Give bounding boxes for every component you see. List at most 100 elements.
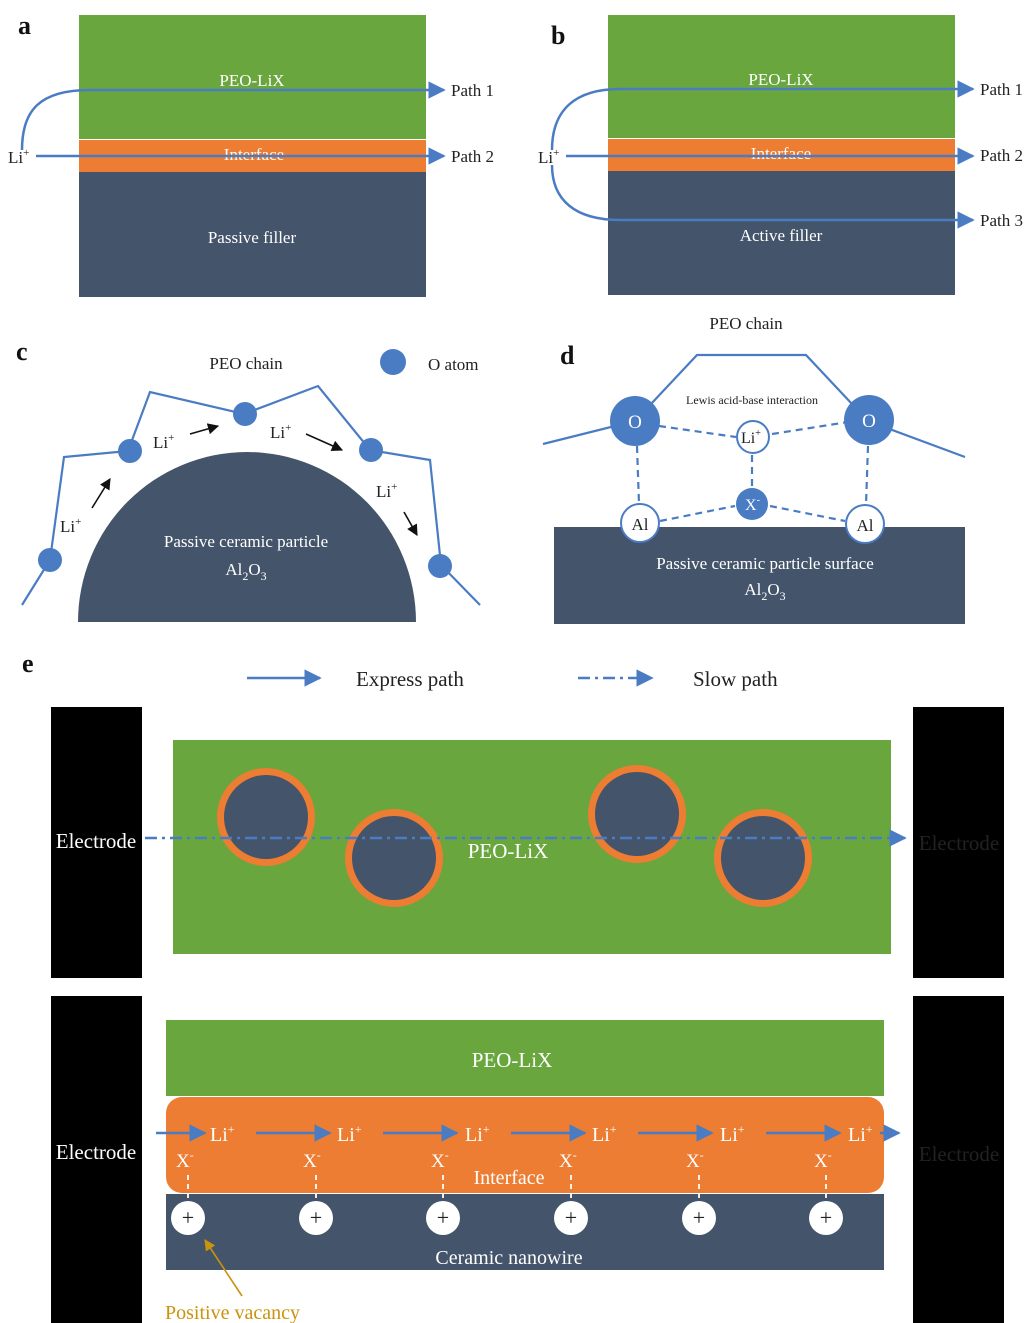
express-path-legend-label: Express path xyxy=(356,667,464,691)
panel-a-letter: a xyxy=(18,11,31,40)
path-1-label: Path 1 xyxy=(980,80,1023,99)
active-filler-block xyxy=(608,171,955,295)
path-3-arrow xyxy=(550,164,975,229)
positive-vacancy xyxy=(299,1201,333,1235)
panel-e-letter: e xyxy=(22,649,34,678)
peo-chain-label: PEO chain xyxy=(709,314,783,333)
peo-label: PEO-LiX xyxy=(468,839,549,863)
panel-e: e Express path Slow path PEO-LiX Electro… xyxy=(22,649,1004,1323)
positive-vacancy xyxy=(171,1201,205,1235)
hop-arrow xyxy=(91,478,111,509)
panel-b: b PEO-LiX Interface Active filler Li+ Pa… xyxy=(538,15,1023,295)
interaction-line xyxy=(659,504,736,523)
plus-sign: + xyxy=(182,1205,194,1230)
particle-formula: Al2O3 xyxy=(225,560,266,583)
interface-label: Interface xyxy=(224,145,284,164)
interaction-line xyxy=(658,424,737,439)
peo-label: PEO-LiX xyxy=(748,70,813,89)
electrode-left xyxy=(51,996,142,1323)
nanowire-label: Ceramic nanowire xyxy=(435,1247,582,1269)
electrode-label: Electrode xyxy=(919,1142,999,1166)
ceramic-particle xyxy=(224,775,308,859)
li-ion-label: Li+ xyxy=(720,1122,745,1146)
panel-d: d PEO chain O O Li+ X- Al Al Lewis acid-… xyxy=(542,314,966,624)
li-ion-label: Li+ xyxy=(210,1122,235,1146)
path-3-label: Path 3 xyxy=(980,211,1023,230)
li-ion-label: Li+ xyxy=(848,1122,873,1146)
lewis-interaction-label: Lewis acid-base interaction xyxy=(686,393,818,407)
al-atom xyxy=(620,503,660,543)
peo-layer xyxy=(79,15,426,139)
hop-arrow xyxy=(305,433,344,452)
vacancy-pointer xyxy=(204,1239,243,1297)
ceramic-surface xyxy=(554,527,965,624)
plus-sign: + xyxy=(693,1205,705,1230)
interaction-line xyxy=(864,445,870,506)
li-ion-label: Li+ xyxy=(465,1122,490,1146)
anion-label: X- xyxy=(686,1148,704,1172)
o-atom xyxy=(428,554,452,578)
surface-formula: Al2O3 xyxy=(744,580,785,603)
ceramic-particle xyxy=(352,816,436,900)
al-atom xyxy=(845,504,885,544)
panel-a: a PEO-LiX Interface Passive filler Li+ P… xyxy=(8,11,494,297)
ceramic-particle xyxy=(595,772,679,856)
peo-layer xyxy=(608,15,955,138)
o-atom xyxy=(233,402,257,426)
positive-vacancy xyxy=(554,1201,588,1235)
li-ion-label: Li+ xyxy=(60,516,81,536)
li-ion-label: Li+ xyxy=(8,147,29,167)
li-ion-label: Li+ xyxy=(270,422,291,442)
li-ion-label: Li+ xyxy=(376,481,397,501)
plus-sign: + xyxy=(310,1205,322,1230)
filler-label: Passive filler xyxy=(208,228,297,247)
interaction-line xyxy=(769,504,846,523)
anion-label: X- xyxy=(814,1148,832,1172)
anion-node xyxy=(736,488,768,520)
interaction-line xyxy=(635,445,641,505)
interface-label: Interface xyxy=(473,1167,544,1189)
peo-label: PEO-LiX xyxy=(219,71,284,90)
electrode-left xyxy=(51,707,142,978)
passive-ceramic-particle xyxy=(78,452,416,622)
filler-label: Active filler xyxy=(740,226,823,245)
path-2-label: Path 2 xyxy=(980,146,1023,165)
oxygen-atom xyxy=(844,395,894,445)
panel-c-letter: c xyxy=(16,337,28,366)
li-ion-label: Li+ xyxy=(337,1122,362,1146)
peo-layer xyxy=(166,1020,884,1096)
oxygen-label: O xyxy=(628,412,642,433)
particle-label: Passive ceramic particle xyxy=(164,532,328,551)
anion-label: X- xyxy=(176,1148,194,1172)
o-atom xyxy=(38,548,62,572)
plus-sign: + xyxy=(437,1205,449,1230)
li-ion-label: Li+ xyxy=(153,432,174,452)
path-1-arrow xyxy=(550,80,975,151)
ceramic-nanowire xyxy=(166,1194,884,1270)
panel-b-letter: b xyxy=(551,21,565,50)
peo-chain-label: PEO chain xyxy=(209,354,283,373)
oxygen-atom xyxy=(610,396,660,446)
li-ion-label: Li+ xyxy=(538,147,559,167)
anion-label: X- xyxy=(745,495,760,514)
oxygen-label: O xyxy=(862,411,876,432)
electrode-label: Electrode xyxy=(919,831,999,855)
electrode-right xyxy=(913,996,1004,1323)
anion-label: X- xyxy=(559,1148,577,1172)
anion-label: X- xyxy=(303,1148,321,1172)
path-1-arrow xyxy=(20,81,446,151)
al-label: Al xyxy=(632,515,649,534)
panel-d-letter: d xyxy=(560,341,575,370)
positive-vacancy xyxy=(809,1201,843,1235)
anion-label: X- xyxy=(431,1148,449,1172)
electrode-label: Electrode xyxy=(56,1140,136,1164)
plus-sign: + xyxy=(820,1205,832,1230)
hop-arrow xyxy=(403,511,418,536)
hop-arrow xyxy=(189,423,220,435)
surface-label: Passive ceramic particle surface xyxy=(656,554,874,573)
electrode-label: Electrode xyxy=(56,829,136,853)
plus-sign: + xyxy=(565,1205,577,1230)
o-atom-legend-icon xyxy=(380,349,406,375)
interface-layer xyxy=(166,1097,884,1193)
panel-c: c PEO chain O atom Li+ Li+ Li+ Li+ Passi… xyxy=(16,337,481,622)
